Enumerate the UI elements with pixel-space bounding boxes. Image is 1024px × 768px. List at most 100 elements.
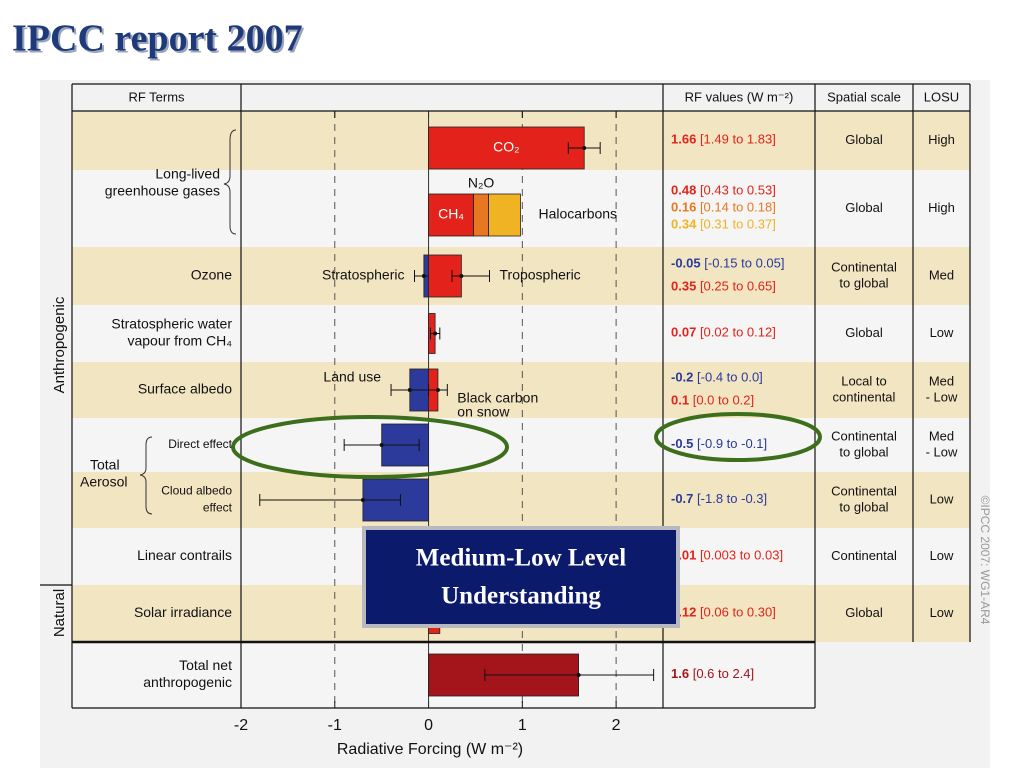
rf-value-range: [-0.4 to 0.0] <box>697 370 763 385</box>
bar <box>473 193 489 237</box>
rf-term: anthropogenic <box>143 674 232 690</box>
x-tick-label: 1 <box>518 717 527 734</box>
rf-value: 0.1 [0.0 to 0.2] <box>671 393 754 408</box>
error-center <box>407 388 412 392</box>
rf-term: Cloud albedo <box>161 484 232 498</box>
header: RF values (W m⁻²) <box>685 89 794 104</box>
losu: Low <box>930 605 954 620</box>
rf-value-range: [0.43 to 0.53] <box>700 183 776 198</box>
losu: Med <box>929 428 954 443</box>
rf-term: Surface albedo <box>138 381 232 397</box>
rf-value-number: -0.2 <box>671 370 693 385</box>
rf-term: vapour from CH₄ <box>127 333 232 349</box>
losu: - Low <box>926 389 958 404</box>
rf-term: Direct effect <box>168 437 232 451</box>
losu: Low <box>930 325 954 340</box>
rf-value: 0.12 [0.06 to 0.30] <box>671 605 776 620</box>
losu: High <box>928 132 955 147</box>
error-center <box>576 673 581 677</box>
losu: Low <box>930 548 954 563</box>
error-center <box>421 274 426 278</box>
spatial-scale: Global <box>845 200 883 215</box>
row-background <box>72 247 970 305</box>
row-background <box>72 305 970 362</box>
rf-value-range: [1.49 to 1.83] <box>700 132 776 147</box>
rf-value-range: [-1.8 to -0.3] <box>697 491 767 506</box>
rf-value-number: 0.48 <box>671 183 696 198</box>
rf-value-range: [-0.15 to 0.05] <box>704 256 784 271</box>
spatial-scale: Continental <box>831 428 897 443</box>
bar-label: CO₂ <box>493 139 519 155</box>
rf-value-range: [-0.9 to -0.1] <box>697 436 767 451</box>
error-center <box>433 331 438 336</box>
spatial-scale: continental <box>833 389 896 404</box>
spatial-scale: to global <box>839 275 888 290</box>
brace <box>139 436 153 515</box>
rf-value-range: [0.06 to 0.30] <box>700 605 776 620</box>
losu: Low <box>930 491 954 506</box>
callout: Medium-Low Level Understanding <box>362 526 680 628</box>
error-center <box>459 274 464 278</box>
rf-term: effect <box>203 501 233 515</box>
rf-value-number: 0.07 <box>671 325 696 340</box>
group-label: Total <box>90 457 120 473</box>
brace <box>223 129 237 235</box>
rf-value-number: -0.05 <box>671 256 701 271</box>
highlight-ellipse <box>231 415 509 479</box>
rf-value: -0.05 [-0.15 to 0.05] <box>671 256 785 271</box>
bar-label: Tropospheric <box>500 267 581 283</box>
rf-value: 0.07 [0.02 to 0.12] <box>671 325 776 340</box>
row-background <box>72 170 970 247</box>
spatial-scale: Continental <box>831 259 897 274</box>
bar-label: on snow <box>457 404 510 420</box>
rf-value: -0.5 [-0.9 to -0.1] <box>671 436 767 451</box>
losu: Med <box>929 267 954 282</box>
header: LOSU <box>924 89 959 104</box>
rf-value-range: [0.6 to 2.4] <box>693 666 754 681</box>
rf-value: 0.34 [0.31 to 0.37] <box>671 217 776 232</box>
rf-value: -0.2 [-0.4 to 0.0] <box>671 370 763 385</box>
callout-box <box>362 526 680 628</box>
rf-value: 0.16 [0.14 to 0.18] <box>671 200 776 215</box>
losu: - Low <box>926 444 958 459</box>
rf-value-number: 0.34 <box>671 217 697 232</box>
spatial-scale: Global <box>845 325 883 340</box>
rf-value-range: [0.02 to 0.12] <box>700 325 776 340</box>
rf-term: Ozone <box>191 267 232 283</box>
section-label: Anthropogenic <box>51 296 68 393</box>
title-shadow: IPCC report 2007 <box>14 20 305 62</box>
rf-value-range: [0.31 to 0.37] <box>700 217 776 232</box>
spatial-scale: to global <box>839 499 888 514</box>
x-axis-title: Radiative Forcing (W m⁻²) <box>337 741 523 758</box>
callout-text: Medium-Low Level <box>416 545 626 572</box>
section-label: Natural <box>51 589 68 637</box>
row-background <box>72 418 970 472</box>
spatial-scale: Global <box>845 132 883 147</box>
rf-value-range: [0.0 to 0.2] <box>693 393 754 408</box>
spatial-scale: Global <box>845 605 883 620</box>
losu: Med <box>929 373 954 388</box>
error-center <box>379 443 384 447</box>
group-label: greenhouse gases <box>105 183 220 199</box>
rf-term: Solar irradiance <box>134 604 232 620</box>
x-tick-label: -2 <box>234 717 248 734</box>
callout-text: Understanding <box>441 583 601 610</box>
losu: High <box>928 200 955 215</box>
header: RF Terms <box>128 89 185 104</box>
spatial-scale: Local to <box>841 373 887 388</box>
bar <box>488 193 521 237</box>
row-background <box>72 362 970 418</box>
rf-value-number: 0.35 <box>671 279 696 294</box>
bar-label: Black carbon <box>457 390 538 406</box>
rf-value: 0.48 [0.43 to 0.53] <box>671 183 776 198</box>
rf-value-number: 0.16 <box>671 200 696 215</box>
rf-value: 0.35 [0.25 to 0.65] <box>671 279 776 294</box>
rf-value-number: 1.6 <box>671 666 689 681</box>
rf-value-range: [0.14 to 0.18] <box>700 200 776 215</box>
rf-value-number: 1.66 <box>671 132 696 147</box>
header: Spatial scale <box>827 89 901 104</box>
rf-value: 1.6 [0.6 to 2.4] <box>671 666 754 681</box>
bar-label: N₂O <box>468 175 495 191</box>
bar <box>428 126 585 170</box>
